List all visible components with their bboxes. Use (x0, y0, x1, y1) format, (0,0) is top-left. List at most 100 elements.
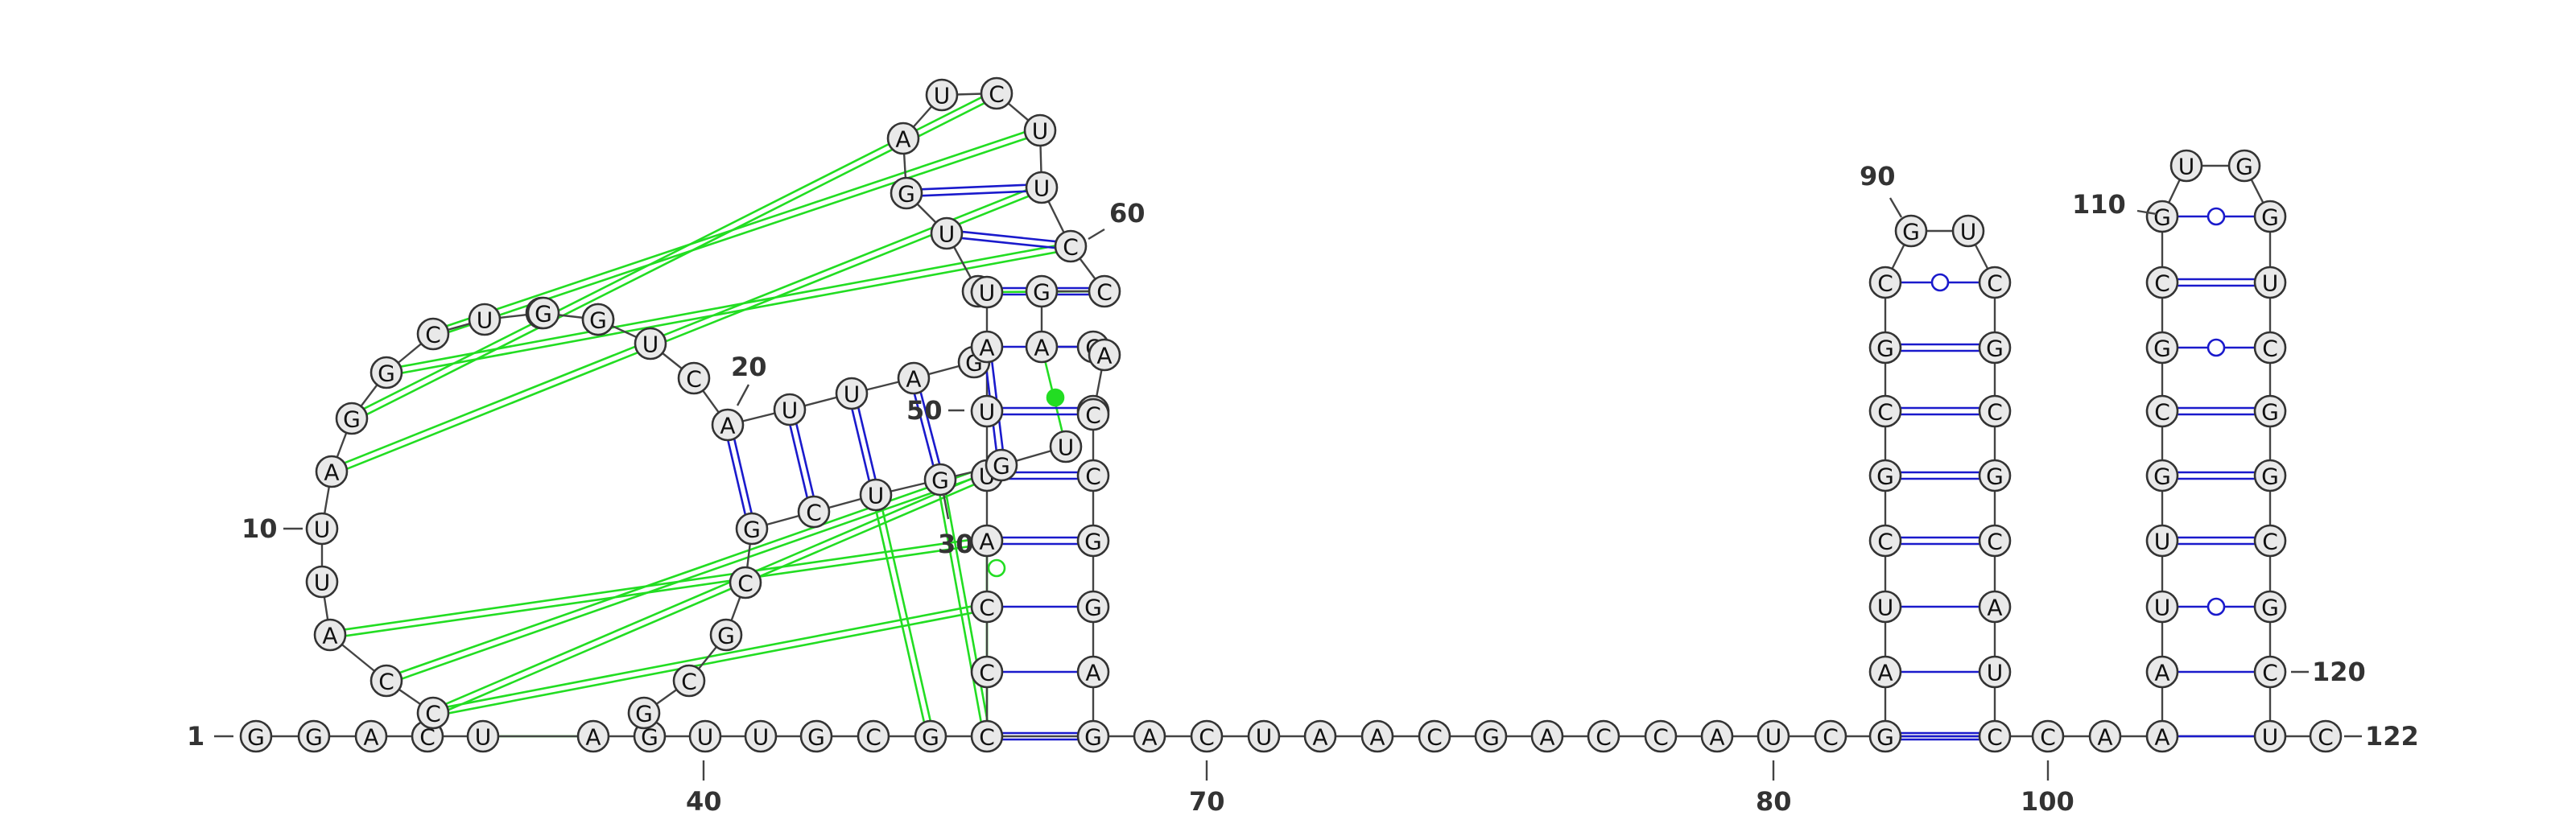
nucleotide: U (1978, 655, 2012, 689)
noncanonical-pair-marker-filled (1046, 388, 1065, 407)
nucleotide-letter: G (535, 301, 552, 327)
nucleotide-letter: A (895, 126, 910, 153)
nucleotide-letter: U (868, 483, 885, 509)
position-label-110: 110 (2072, 189, 2126, 220)
nucleotide-circle (2253, 331, 2287, 365)
nucleotide-circle (2253, 524, 2287, 558)
position-label-30: 30 (938, 529, 974, 559)
nucleotide-circle (1076, 398, 1110, 431)
noncanonical-pair (329, 536, 987, 633)
nucleotide-letter: G (898, 181, 915, 208)
nucleotide-circle (890, 176, 923, 210)
nucleotide-circle (1025, 274, 1059, 308)
nucleotide-letter: C (1987, 270, 2003, 297)
nucleotide-circle (857, 719, 890, 753)
nucleotide-letter: A (363, 724, 378, 751)
nucleotide-circle (1814, 719, 1847, 753)
nucleotide: G (2145, 459, 2179, 492)
nucleotide: A (1133, 719, 1166, 753)
nucleotide-letter: U (475, 724, 492, 751)
nucleotide-circle (1247, 719, 1281, 753)
nucleotide-letter: A (979, 335, 994, 361)
position-label-20: 20 (731, 352, 767, 382)
nucleotide: C (797, 495, 831, 529)
nucleotide-circle (335, 402, 369, 435)
nucleotide-letter: A (906, 366, 921, 393)
nucleotide-circle (1054, 229, 1088, 263)
nucleotide: G (2253, 459, 2287, 492)
nucleotide-letter: C (806, 500, 822, 526)
nucleotide: G (735, 512, 769, 546)
nucleotide: C (2253, 524, 2287, 558)
nucleotide-letter: C (1877, 270, 1893, 297)
nucleotide-letter: G (343, 406, 361, 433)
nucleotide: G (923, 463, 957, 496)
nucleotide-circle (305, 512, 339, 546)
nucleotide: A (1360, 719, 1394, 753)
nucleotide-letter: U (979, 280, 996, 307)
gu-pair-marker (1930, 273, 1950, 292)
nucleotide-letter: C (425, 701, 441, 727)
nucleotide-letter: U (844, 381, 861, 408)
nucleotide: C (1868, 524, 1902, 558)
nucleotide: G (985, 448, 1018, 482)
nucleotide: A (1978, 590, 2012, 624)
nucleotide-circle (1644, 719, 1678, 753)
nucleotide: A (1025, 330, 1059, 364)
nucleotide-circle (369, 356, 403, 389)
canonical-pair (785, 410, 812, 513)
nucleotide-circle (2145, 655, 2179, 689)
noncanonical-pair (385, 460, 1001, 679)
nucleotide: U (930, 216, 964, 250)
nucleotide: C (1076, 398, 1110, 431)
nucleotide: C (970, 719, 1004, 753)
nucleotide-letter: U (2154, 529, 2171, 555)
noncanonical-pair (871, 495, 929, 738)
nucleotide-circle (2169, 149, 2203, 183)
nucleotide-circle (970, 655, 1004, 689)
nucleotide-letter: G (305, 724, 323, 751)
noncanonical-pair (942, 479, 992, 736)
nucleotide: U (468, 303, 502, 336)
nucleotide-circle (466, 719, 500, 753)
nucleotide-letter: C (2262, 660, 2278, 686)
nucleotide-letter: U (2262, 270, 2279, 297)
nucleotide: C (1868, 266, 1902, 299)
nucleotide: U (835, 377, 869, 410)
nucleotide-circle (1303, 719, 1337, 753)
nucleotide-circle (1757, 719, 1790, 753)
nucleotide-letter: A (1141, 724, 1157, 751)
nucleotide-letter: G (1482, 724, 1500, 751)
nucleotide-circle (1587, 719, 1620, 753)
nucleotide-circle (1978, 266, 2012, 299)
nucleotide-circle (297, 719, 331, 753)
nucleotide-letter: C (1199, 724, 1215, 751)
nucleotide-circle (2253, 266, 2287, 299)
nucleotide-circle (1868, 394, 1902, 428)
position-label-50: 50 (906, 395, 943, 426)
nucleotide-circle (1025, 330, 1059, 364)
nucleotide-letter: C (989, 81, 1005, 108)
nucleotide: G (2253, 200, 2287, 233)
nucleotide-circle (1076, 590, 1110, 624)
nucleotide-letter: G (1876, 463, 1894, 490)
noncanonical-pair (332, 189, 1043, 476)
tick-110 (2136, 209, 2157, 216)
nucleotide-circle (526, 296, 560, 330)
position-label-100: 100 (2021, 786, 2074, 817)
nucleotide-letter: A (1877, 660, 1893, 686)
nucleotide: C (1644, 719, 1678, 753)
nucleotide-circle (970, 524, 1004, 558)
nucleotide-letter: A (324, 459, 339, 486)
position-label-80: 80 (1756, 786, 1792, 817)
nucleotide-letter: C (425, 322, 441, 348)
nucleotide-circle (1088, 274, 1121, 308)
nucleotide-circle (672, 664, 706, 698)
nucleotide-circle (2227, 149, 2261, 183)
nucleotide-letter: A (1085, 660, 1100, 686)
position-label-122: 122 (2365, 721, 2419, 752)
nucleotide-circle (1978, 719, 2012, 753)
nucleotide-circle (305, 565, 339, 599)
nucleotide-letter: C (2262, 336, 2278, 362)
nucleotide-letter: G (1876, 724, 1894, 751)
